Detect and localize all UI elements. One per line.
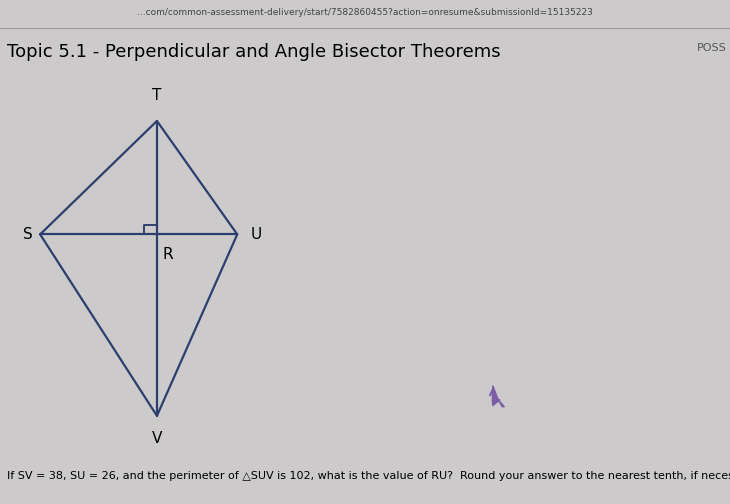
Polygon shape <box>493 386 504 407</box>
Text: U: U <box>250 227 261 242</box>
Text: Topic 5.1 - Perpendicular and Angle Bisector Theorems: Topic 5.1 - Perpendicular and Angle Bise… <box>7 43 501 61</box>
Text: T: T <box>153 88 161 103</box>
Text: If SV = 38, SU = 26, and the perimeter of △SUV is 102, what is the value of RU? : If SV = 38, SU = 26, and the perimeter o… <box>7 471 730 481</box>
Text: R: R <box>162 247 173 262</box>
Text: POSS: POSS <box>696 43 726 53</box>
Text: V: V <box>152 431 162 446</box>
Text: S: S <box>23 227 33 242</box>
Text: ...com/common-assessment-delivery/start/7582860455?action=onresume&submissionId=: ...com/common-assessment-delivery/start/… <box>137 8 593 17</box>
